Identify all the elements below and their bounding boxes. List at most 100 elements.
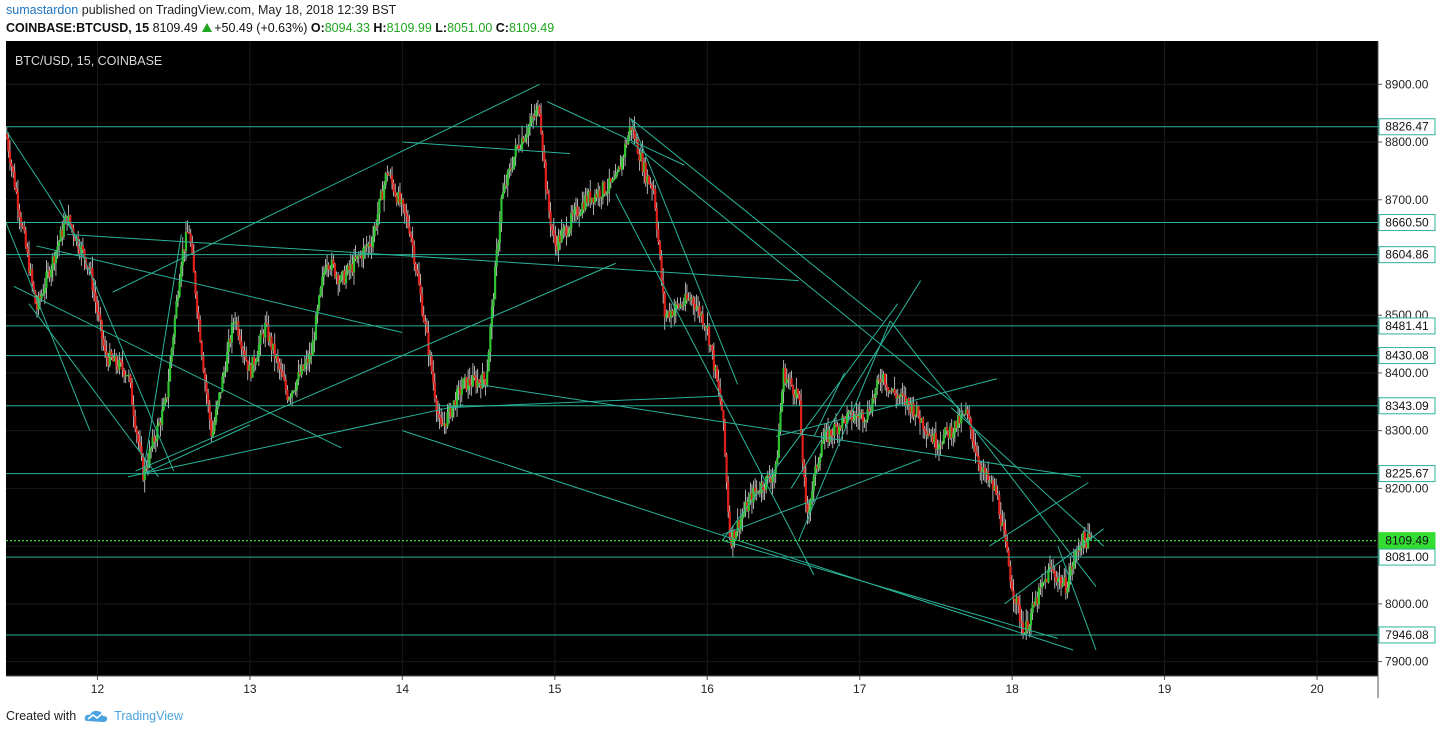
candle-body <box>717 380 720 389</box>
candle-body <box>248 364 251 371</box>
trend-line <box>1057 545 1097 651</box>
candle-body <box>89 268 92 270</box>
candle-body <box>956 414 960 429</box>
candle-body <box>845 413 849 425</box>
candle-body <box>1020 621 1023 623</box>
candle-body <box>51 256 54 270</box>
candle-body <box>987 471 990 481</box>
level-label-text: 8660.50 <box>1385 216 1429 230</box>
candle-body <box>305 358 308 365</box>
candle-body <box>414 264 417 271</box>
candle-body <box>631 128 635 131</box>
candle-body <box>779 411 782 432</box>
candle-body <box>148 449 151 465</box>
candle-body <box>102 338 105 346</box>
candle-body <box>914 414 917 417</box>
trend-line <box>6 222 91 431</box>
candle-body <box>617 166 620 172</box>
candle-body <box>425 323 429 333</box>
candle-body <box>7 138 10 152</box>
candle-body <box>1072 560 1075 569</box>
candle-body <box>294 389 297 392</box>
candle-body <box>268 336 272 342</box>
candle-body <box>852 418 855 421</box>
time-axis-area[interactable] <box>6 676 1378 698</box>
candle-body <box>168 361 172 382</box>
candle-body <box>335 274 338 277</box>
candle-body <box>1066 587 1069 594</box>
candle-body <box>126 375 129 377</box>
y-tick-label: 8700.00 <box>1385 193 1429 207</box>
candle-body <box>116 365 119 370</box>
candle-body <box>10 163 13 167</box>
tradingview-link[interactable]: TradingView <box>114 709 183 723</box>
candle-body <box>351 263 354 273</box>
candle-body <box>273 343 276 359</box>
candle-body <box>612 179 616 181</box>
candle-body <box>1021 622 1025 636</box>
candle-body <box>928 433 931 437</box>
candle-body <box>61 229 64 237</box>
candle-body <box>1071 566 1074 569</box>
candle-body <box>568 228 571 234</box>
candle-body <box>799 400 803 436</box>
candle-body <box>628 126 631 136</box>
candle-body <box>408 225 411 234</box>
candle-body <box>866 408 869 420</box>
candle-body <box>62 223 65 237</box>
candle-body <box>616 171 619 175</box>
trend-line <box>722 303 899 541</box>
candle-body <box>1015 596 1018 604</box>
candle-body <box>349 263 352 270</box>
candle-body <box>841 416 844 429</box>
level-label-text: 8430.08 <box>1385 349 1429 363</box>
candle-body <box>45 271 48 288</box>
candle-body <box>609 178 612 183</box>
candle-body <box>233 322 237 324</box>
candle-body <box>578 215 581 217</box>
candle-body <box>730 537 733 546</box>
candle-body <box>910 402 914 413</box>
candle-body <box>619 166 622 170</box>
level-label-text: 8225.67 <box>1385 467 1429 481</box>
candle-body <box>487 351 490 372</box>
candle-body <box>877 379 880 381</box>
candle-body <box>465 377 468 391</box>
y-tick-label: 7900.00 <box>1385 655 1429 669</box>
candle-body <box>532 116 535 118</box>
candle-body <box>333 264 337 277</box>
trend-line <box>58 199 175 472</box>
candle-body <box>522 137 525 142</box>
candle-body <box>265 322 268 325</box>
candle-body <box>314 315 318 340</box>
candle-body <box>356 255 359 259</box>
candle-body <box>820 443 823 457</box>
candle-body <box>40 294 43 299</box>
candle-body <box>262 333 265 338</box>
candle-body <box>539 114 543 134</box>
candle-body <box>115 355 118 366</box>
candle-body <box>337 274 340 284</box>
candle-body <box>1025 620 1028 634</box>
price-chart[interactable]: 7900.008000.008100.008200.008300.008400.… <box>6 41 1436 698</box>
candle-body <box>974 445 977 453</box>
candle-body <box>237 321 240 336</box>
candle-body <box>99 314 102 321</box>
candle-body <box>175 301 178 318</box>
candle-body <box>579 212 582 216</box>
price-axis-area[interactable] <box>1378 41 1436 698</box>
candle-body <box>722 410 725 421</box>
plot-area[interactable] <box>6 41 1378 676</box>
level-label-box <box>1378 246 1436 264</box>
candle-body <box>950 426 953 439</box>
candle-body <box>560 231 563 242</box>
candle-body <box>200 342 203 357</box>
candle-body <box>251 356 254 378</box>
candle-body <box>73 235 77 242</box>
author-link[interactable]: sumastardon <box>6 3 79 17</box>
candle-body <box>1059 577 1063 587</box>
candle-body <box>782 367 785 392</box>
candle-body <box>180 265 183 282</box>
candle-body <box>547 194 551 212</box>
candle-body <box>931 435 934 443</box>
